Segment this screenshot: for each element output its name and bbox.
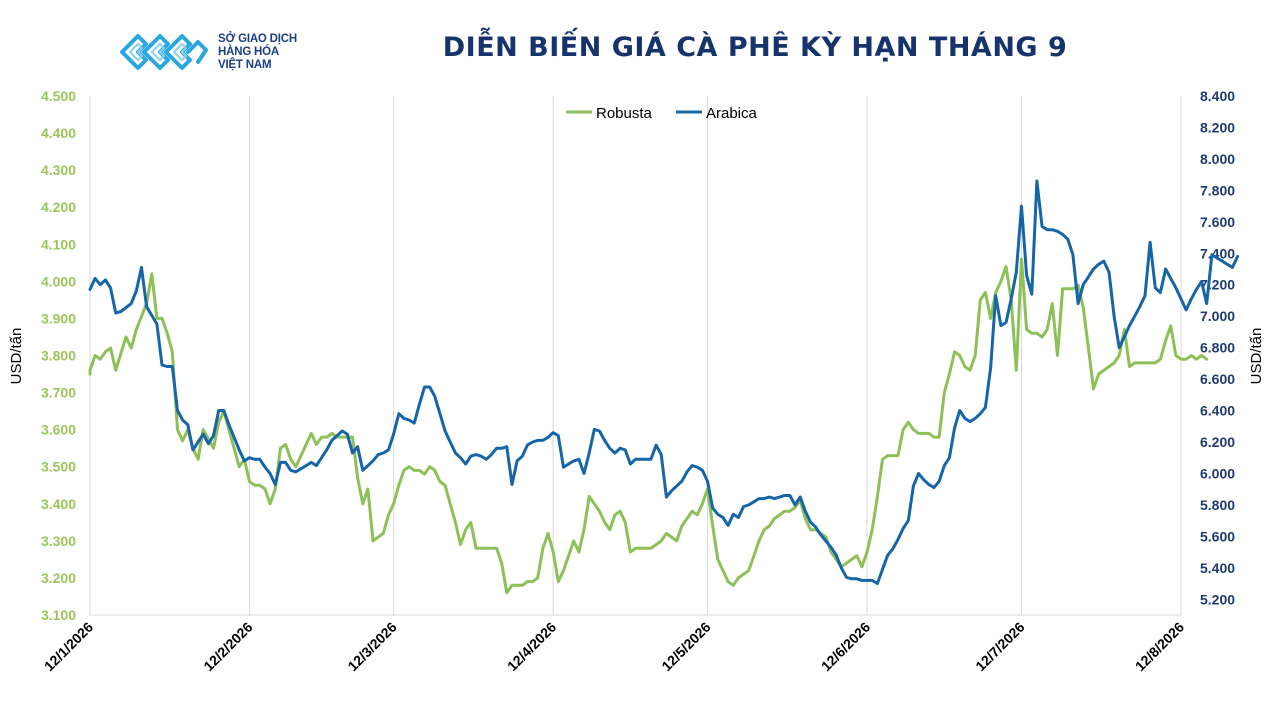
y-right-tick-label: 5.200: [1200, 591, 1235, 607]
x-tick-label: 12/6/2026: [818, 619, 874, 675]
y-right-tick-label: 5.600: [1200, 528, 1235, 544]
x-tick-label: 12/8/2026: [1132, 619, 1188, 675]
y-right-tick-label: 6.800: [1200, 340, 1235, 356]
y-right-tick-label: 7.400: [1200, 245, 1235, 261]
y-left-tick-label: 3.600: [41, 422, 76, 438]
y-left-tick-label: 4.100: [41, 236, 76, 252]
y-right-tick-label: 8.400: [1200, 88, 1235, 104]
y-left-tick-label: 3.800: [41, 348, 76, 364]
y-right-tick-label: 6.200: [1200, 434, 1235, 450]
y-right-tick-label: 6.000: [1200, 465, 1235, 481]
y-left-tick-label: 3.300: [41, 533, 76, 549]
y-right-axis-title: USD/tấn: [1248, 328, 1265, 385]
series-line-arabica: [88, 179, 1240, 585]
legend-label-arabica: Arabica: [706, 105, 758, 122]
y-left-tick-label: 3.100: [41, 607, 76, 623]
y-left-tick-label: 4.500: [41, 88, 76, 104]
x-tick-label: 12/3/2026: [344, 619, 400, 675]
x-tick-label: 12/7/2026: [972, 619, 1028, 675]
y-left-tick-label: 3.700: [41, 385, 76, 401]
y-left-tick-label: 3.500: [41, 459, 76, 475]
y-left-tick-label: 4.200: [41, 199, 76, 215]
logo-line-1: SỞ GIAO DỊCH: [218, 33, 297, 45]
x-tick-label: 12/1/2026: [41, 619, 97, 675]
y-right-tick-label: 5.800: [1200, 497, 1235, 513]
y-right-tick-label: 5.400: [1200, 560, 1235, 576]
y-right-tick-label: 7.800: [1200, 182, 1235, 198]
y-right-tick-label: 8.200: [1200, 119, 1235, 135]
exchange-logo: SỞ GIAO DỊCH HÀNG HÓA VIỆT NAM: [118, 28, 318, 76]
logo-line-3: VIỆT NAM: [218, 59, 272, 71]
y-left-tick-label: 3.400: [41, 496, 76, 512]
x-tick-label: 12/5/2026: [658, 619, 714, 675]
y-left-tick-label: 4.300: [41, 162, 76, 178]
legend-label-robusta: Robusta: [596, 105, 653, 122]
y-right-tick-label: 7.200: [1200, 277, 1235, 293]
logo-line-2: HÀNG HÓA: [218, 46, 280, 58]
y-right-tick-label: 7.000: [1200, 308, 1235, 324]
y-left-tick-label: 3.200: [41, 570, 76, 586]
y-left-tick-label: 4.000: [41, 273, 76, 289]
y-right-tick-label: 6.400: [1200, 403, 1235, 419]
y-right-tick-label: 7.600: [1200, 214, 1235, 230]
y-left-axis-title: USD/tấn: [8, 328, 25, 385]
exchange-logo-mark: [120, 34, 208, 70]
y-right-tick-label: 8.000: [1200, 151, 1235, 167]
y-right-tick-label: 6.600: [1200, 371, 1235, 387]
x-tick-label: 12/4/2026: [504, 619, 560, 675]
exchange-logo-text: SỞ GIAO DỊCH HÀNG HÓA VIỆT NAM: [218, 33, 297, 72]
chart-title: DIỄN BIẾN GIÁ CÀ PHÊ KỲ HẠN THÁNG 9: [442, 32, 1068, 63]
y-left-tick-label: 4.400: [41, 125, 76, 141]
x-tick-label: 12/2/2026: [200, 619, 256, 675]
series-line-robusta: [88, 257, 1209, 595]
y-left-tick-label: 3.900: [41, 310, 76, 326]
